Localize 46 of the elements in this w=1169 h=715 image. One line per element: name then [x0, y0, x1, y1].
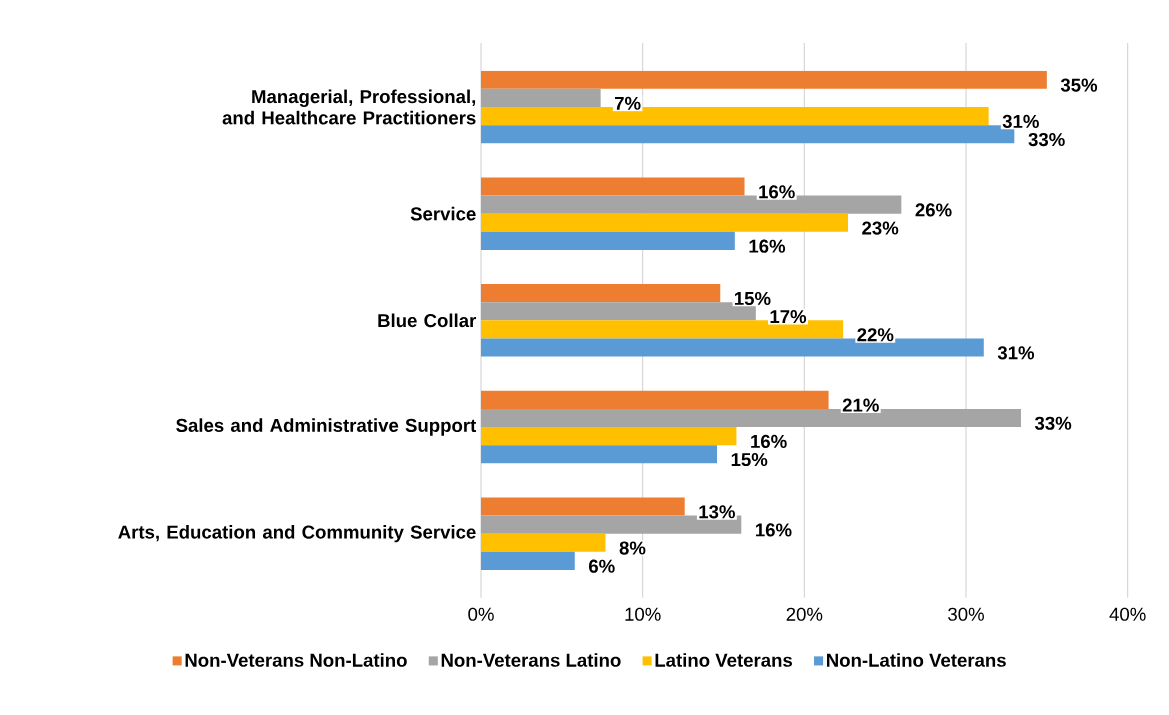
x-tick-label: 40%: [1109, 607, 1146, 621]
data-label: 8%: [619, 541, 646, 555]
bar: [481, 427, 737, 446]
data-label: 7%: [614, 96, 641, 110]
data-label: 16%: [751, 434, 787, 448]
data-label: 33%: [1028, 132, 1065, 147]
data-label: 16%: [749, 239, 786, 253]
bar: [481, 390, 829, 409]
y-tick-label: Blue Collar: [378, 313, 477, 328]
data-label: 21%: [842, 398, 879, 412]
x-tick-label: 10%: [625, 607, 661, 621]
bar: [481, 284, 721, 303]
data-label: 17%: [770, 310, 807, 324]
data-label: 16%: [759, 185, 795, 199]
bar: [481, 213, 848, 232]
data-label: 15%: [734, 291, 771, 306]
data-label: 33%: [1034, 416, 1072, 430]
legend-label: Non-Veterans Latino: [441, 653, 621, 667]
data-label: 13%: [699, 505, 735, 519]
data-label: 6%: [589, 559, 615, 573]
y-tick-label: Sales and Administrative Support: [176, 418, 477, 436]
data-label: 23%: [862, 221, 899, 235]
bar: [481, 177, 745, 196]
y-tick-label: Service: [410, 206, 476, 221]
x-tick-label: 20%: [786, 607, 823, 621]
bar: [481, 533, 606, 552]
data-label: 31%: [1002, 114, 1039, 128]
legend-label: Latino Veterans: [655, 653, 793, 667]
data-label: 35%: [1060, 78, 1098, 92]
legend-label: Non-Latino Veterans: [827, 653, 1006, 667]
x-tick-label: 0%: [468, 607, 494, 621]
bar: [481, 88, 601, 108]
y-tick-label: Managerial, Professional, and Healthcare Practitioners: [222, 89, 476, 125]
data-label: 26%: [915, 203, 952, 217]
y-tick-label: Arts, Education and Community Service: [118, 525, 476, 543]
data-label: 22%: [857, 328, 894, 342]
data-label: 16%: [756, 523, 792, 537]
data-label: 15%: [731, 452, 768, 467]
bar: [481, 551, 575, 570]
data-label: 31%: [997, 346, 1035, 360]
x-tick-label: 30%: [948, 607, 984, 621]
bar: [481, 231, 735, 250]
bar: [481, 70, 1047, 89]
bar: [481, 497, 685, 516]
legend-label: Non-Veterans Non-Latino: [185, 653, 407, 667]
bar: [481, 445, 718, 464]
